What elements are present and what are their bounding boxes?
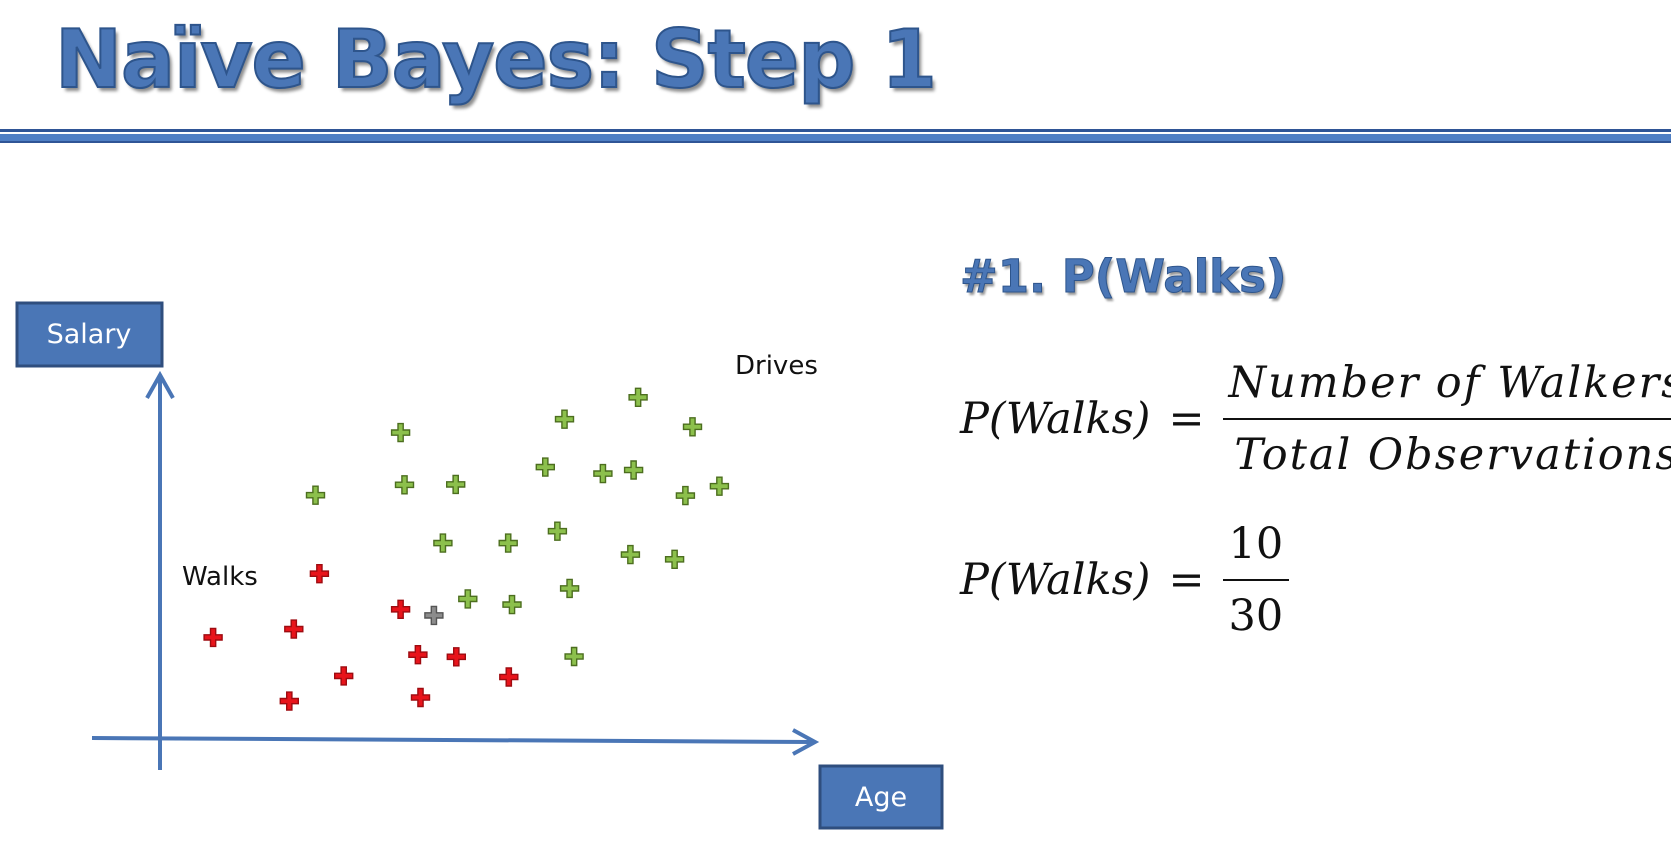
drives-data-point	[498, 533, 518, 553]
walks-data-point	[203, 627, 223, 648]
y-axis-label-box: Salary	[15, 301, 164, 368]
drives-data-point	[620, 544, 641, 565]
new-data-point	[424, 605, 444, 626]
drives-data-point	[559, 578, 580, 599]
fraction-bar	[1222, 579, 1290, 581]
drives-data-point	[628, 387, 648, 407]
data-points	[203, 387, 730, 711]
probability-formula-computed: P(Walks) = 10 30	[960, 513, 1290, 647]
fraction-numerator: 10	[1228, 519, 1284, 569]
drives-data-point	[682, 417, 703, 437]
fraction-denominator: 30	[1228, 591, 1284, 641]
slide-title: Naïve Bayes: Step 1	[54, 12, 938, 107]
drives-data-point	[564, 646, 584, 667]
walks-data-point	[390, 599, 411, 619]
section-heading: #1. P(Walks)	[959, 250, 1287, 304]
y-axis-arrowhead	[145, 370, 175, 399]
x-axis-label-box: Age	[818, 764, 944, 830]
drives-data-point	[305, 485, 326, 505]
fraction-bar	[1222, 418, 1671, 420]
walks-class-label: Walks	[182, 562, 258, 592]
walks-data-point	[446, 647, 466, 667]
drives-data-point	[390, 422, 411, 443]
fraction-numerator: Number of Walkers	[1228, 358, 1671, 408]
drives-data-point	[458, 589, 478, 609]
drives-data-point	[446, 474, 466, 495]
walks-data-point	[408, 645, 428, 665]
title-divider-top	[0, 129, 1671, 132]
fraction: 10 30	[1222, 513, 1290, 647]
equals-sign: =	[1168, 394, 1205, 444]
walks-data-point	[284, 619, 304, 639]
walks-data-point	[279, 691, 299, 711]
y-axis-label: Salary	[47, 319, 132, 350]
drives-data-point	[593, 463, 613, 484]
walks-data-point	[410, 687, 431, 708]
equals-sign: =	[1168, 555, 1205, 605]
walks-data-point	[334, 666, 354, 686]
formula-lhs: P(Walks)	[960, 555, 1151, 605]
probability-formula-general: P(Walks) = Number of Walkers Total Obser…	[960, 352, 1671, 486]
x-axis-arrowhead	[792, 728, 820, 756]
drives-data-point	[535, 457, 555, 477]
walks-data-point	[499, 667, 519, 687]
drives-data-point	[547, 521, 568, 541]
title-divider-bottom	[0, 141, 1671, 143]
x-axis-line	[91, 736, 813, 744]
fraction-denominator: Total Observations	[1234, 430, 1671, 480]
title-divider-band	[0, 134, 1671, 141]
drives-class-label: Drives	[735, 351, 818, 381]
drives-data-point	[623, 460, 644, 480]
drives-data-point	[502, 594, 522, 615]
drives-data-point	[554, 409, 575, 429]
fraction: Number of Walkers Total Observations	[1222, 352, 1671, 486]
drives-data-point	[709, 476, 730, 496]
drives-data-point	[675, 485, 696, 506]
drives-data-point	[664, 549, 685, 569]
drives-data-point	[394, 475, 415, 495]
drives-data-point	[433, 533, 453, 553]
formula-lhs: P(Walks)	[960, 394, 1151, 444]
walks-data-point	[309, 564, 330, 584]
x-axis-label: Age	[855, 782, 907, 813]
